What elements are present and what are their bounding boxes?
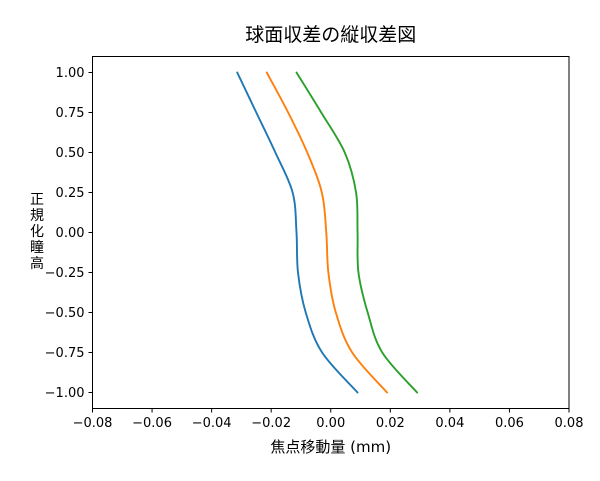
x-axis-label: 焦点移動量 (mm) [270,438,391,456]
y-axis-label-char: 化 [30,224,44,240]
y-tick-label: −1.00 [45,386,85,401]
x-tick-label: 0.02 [376,416,405,431]
plot-border [92,56,570,409]
y-tick-label: 0.75 [56,106,85,121]
y-axis-label-char: 規 [30,208,44,224]
x-tick-label: −0.08 [73,416,113,431]
x-tick-label: −0.02 [251,416,291,431]
y-axis-label-char: 高 [30,255,44,272]
y-tick-label: 1.00 [56,66,85,81]
y-axis-label-char: 瞳 [30,239,44,256]
chart-title: 球面収差の縦収差図 [245,24,416,46]
x-tick-label: 0.04 [435,416,464,431]
y-tick-label: 0.00 [56,226,85,241]
y-tick-label: −0.50 [45,306,85,321]
y-tick-label: −0.75 [45,346,85,361]
curve-series-blue [236,71,359,394]
y-tick-label: 0.25 [56,186,85,201]
y-tick-label: −0.25 [45,266,85,281]
x-tick-label: 0.08 [555,416,584,431]
y-tick-label: 0.50 [56,146,85,161]
curve-series-orange [265,71,388,394]
x-tick-label: −0.06 [132,416,172,431]
x-tick-label: −0.04 [192,416,232,431]
x-tick-label: 0.00 [316,416,345,431]
curve-series-green [295,71,419,394]
x-tick-label: 0.06 [495,416,524,431]
y-axis-label-char: 正 [30,192,44,208]
curves [236,71,419,394]
plot-area: −0.08 −0.06 −0.04 −0.02 0.00 0.02 0.04 0.06 0.08… [45,56,584,431]
